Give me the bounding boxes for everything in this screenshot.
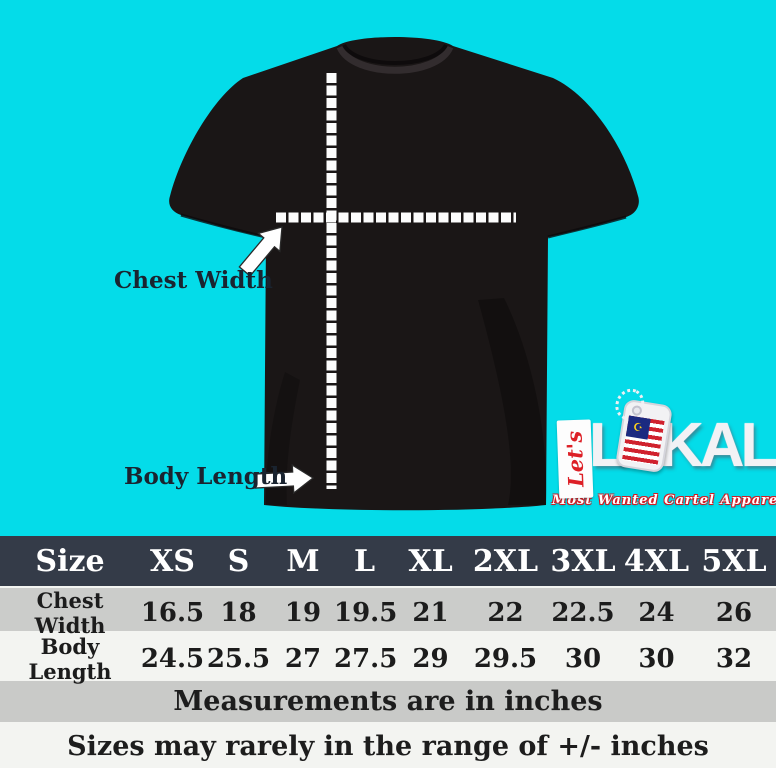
flag-crescent-star-icon: ☪	[625, 415, 651, 440]
note-size-tolerance: Sizes may rarely in the range of +/- inc…	[0, 725, 776, 768]
header-size: Size	[35, 543, 105, 579]
table-row-body-length: Body Length 24.5 25.5 27 27.5 29 29.5 30…	[0, 634, 776, 684]
header-s: S	[227, 543, 250, 579]
header-3xl: 3XL	[550, 543, 616, 579]
sleeve-hem-right	[547, 215, 627, 239]
body-length-4xl: 30	[638, 644, 675, 674]
lets-box: Let's	[556, 419, 594, 499]
header-m: M	[286, 543, 320, 579]
tshirt-measurement-diagram	[169, 37, 639, 511]
body-length-label: Body Length	[124, 463, 288, 490]
logo-tagline: Most Wanted Cartel Apparel	[552, 493, 776, 508]
lets-text: Let's	[561, 430, 589, 488]
chest-width-xl: 21	[412, 598, 449, 628]
chest-width-arrow-icon	[238, 226, 283, 277]
dogtag-hole	[631, 404, 643, 417]
header-xl: XL	[408, 543, 453, 579]
body-length-xs: 24.5	[140, 644, 205, 674]
chest-width-2xl: 22	[487, 598, 524, 628]
header-xs: XS	[150, 543, 195, 579]
chest-width-l: 19.5	[334, 598, 398, 628]
logo-letters-kal: KAL	[659, 411, 776, 480]
header-l: L	[353, 543, 376, 579]
chest-width-label: Chest Width	[114, 267, 273, 294]
body-length-5xl: 32	[715, 644, 753, 674]
collar-inner-shadow	[342, 43, 448, 65]
header-2xl: 2XL	[472, 543, 539, 579]
row-label-body-length: Body Length	[28, 634, 112, 684]
chest-width-m: 19	[284, 598, 322, 628]
chest-width-5xl: 26	[715, 598, 753, 628]
header-5xl: 5XL	[701, 543, 767, 579]
collar-rim	[336, 45, 454, 74]
chest-width-3xl: 22.5	[551, 598, 615, 628]
body-length-m: 27	[284, 644, 322, 674]
chest-width-xs: 16.5	[140, 598, 205, 628]
chest-width-4xl: 24	[638, 598, 675, 628]
body-length-xl: 29	[412, 644, 449, 674]
body-length-s: 25.5	[206, 644, 271, 674]
body-length-arrow-icon	[254, 463, 315, 495]
shirt-shading	[265, 372, 300, 505]
body-length-3xl: 30	[564, 644, 602, 674]
tshirt-diagram-section: Chest Width Body Length Let's L ☪ KAL Mo…	[0, 0, 776, 536]
header-4xl: 4XL	[623, 543, 690, 579]
body-length-2xl: 29.5	[473, 644, 538, 674]
row-label-chest-width: Chest Width	[34, 588, 106, 638]
sleeve-hem-left	[180, 213, 267, 239]
note-measurements-units: Measurements are in inches	[0, 681, 776, 722]
malaysia-flag-icon: ☪	[621, 415, 665, 466]
size-table: Size XS S M L XL 2XL 3XL 4XL 5XL Chest W…	[0, 536, 776, 768]
shirt-shading	[478, 298, 547, 505]
chest-width-s: 18	[220, 598, 257, 628]
size-table-header-row: Size XS S M L XL 2XL 3XL 4XL 5XL	[0, 536, 776, 586]
tshirt-shape	[169, 37, 639, 511]
body-length-l: 27.5	[334, 644, 398, 674]
table-row-chest-width: Chest Width 16.5 18 19 19.5 21 22 22.5 2…	[0, 588, 776, 638]
brand-logo: Let's L ☪ KAL Most Wanted Cartel Apparel	[552, 383, 776, 508]
